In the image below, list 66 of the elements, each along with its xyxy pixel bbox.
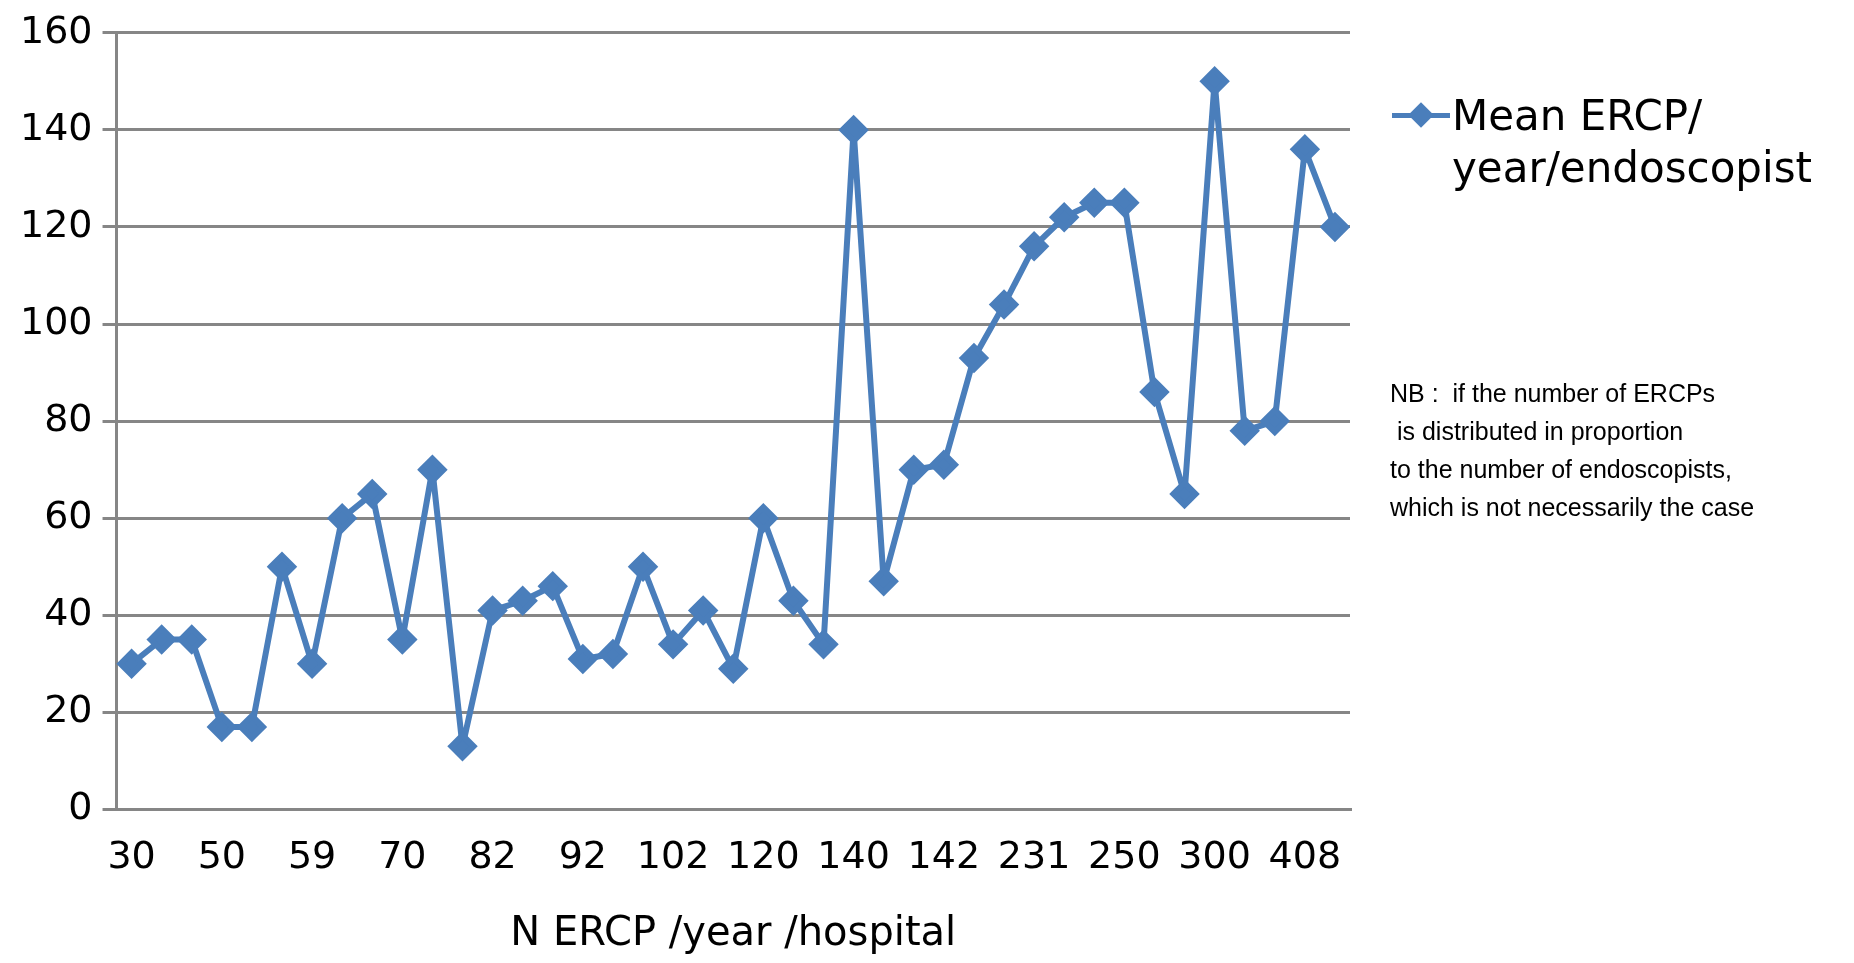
x-tick-label: 120 xyxy=(727,833,800,878)
point xyxy=(328,504,357,533)
point xyxy=(869,567,898,596)
point xyxy=(749,504,778,533)
point xyxy=(1230,416,1259,445)
point xyxy=(237,712,266,741)
point xyxy=(207,712,236,741)
x-tick-label: 231 xyxy=(997,833,1071,878)
point xyxy=(177,625,206,654)
point xyxy=(689,596,718,625)
x-tick-label: 408 xyxy=(1268,833,1342,878)
point xyxy=(568,644,597,673)
point xyxy=(839,115,868,144)
x-tick-label: 102 xyxy=(636,833,710,878)
point xyxy=(1290,135,1319,164)
point xyxy=(629,552,658,581)
x-tick-label: 92 xyxy=(558,833,608,878)
y-tick-label: 0 xyxy=(68,784,93,829)
point xyxy=(990,290,1019,319)
x-tick-label: 82 xyxy=(468,833,517,878)
point xyxy=(1320,212,1349,241)
point xyxy=(147,625,176,654)
point xyxy=(1050,203,1079,232)
point xyxy=(598,640,627,669)
point xyxy=(779,586,808,615)
point xyxy=(117,649,146,678)
point xyxy=(478,596,507,625)
y-tick-label: 60 xyxy=(44,493,93,538)
y-tick-label: 20 xyxy=(44,687,93,732)
x-tick-label: 300 xyxy=(1178,833,1251,878)
point xyxy=(719,654,748,683)
point xyxy=(1110,188,1139,217)
x-tick-label: 30 xyxy=(107,833,156,878)
point xyxy=(899,455,928,484)
point xyxy=(538,572,567,601)
x-tick-label: 142 xyxy=(907,833,981,878)
point xyxy=(929,450,958,479)
point xyxy=(1020,232,1049,261)
y-tick-label: 80 xyxy=(44,395,93,440)
point xyxy=(358,479,387,508)
x-tick-label: 70 xyxy=(378,833,427,878)
point xyxy=(959,344,988,372)
point xyxy=(1140,377,1169,406)
point xyxy=(1170,479,1199,508)
point xyxy=(809,630,838,659)
point xyxy=(1200,67,1229,96)
x-tick-label: 140 xyxy=(817,833,890,878)
point xyxy=(1260,407,1289,436)
y-tick-label: 100 xyxy=(20,298,93,343)
point xyxy=(659,630,688,659)
point xyxy=(268,552,296,581)
y-tick-label: 120 xyxy=(20,201,93,246)
point xyxy=(1080,188,1109,217)
y-tick-label: 40 xyxy=(44,590,93,635)
y-tick-label: 160 xyxy=(20,7,93,52)
point xyxy=(418,455,447,484)
x-tick-label: 50 xyxy=(197,833,247,878)
x-axis-title: N ERCP /year /hospital xyxy=(510,908,957,955)
text: NB : if the number of ERCPs is distributed in proportion to the number of endoscopists, which is not necessarily the case xyxy=(1390,378,1756,523)
x-tick-label: 250 xyxy=(1088,833,1161,878)
x-tick-label: 59 xyxy=(287,833,337,878)
point xyxy=(298,649,327,678)
point xyxy=(448,732,477,761)
y-tick-label: 140 xyxy=(20,104,93,149)
point xyxy=(508,586,537,615)
legend-label: Mean ERCP/ year/endoscopist xyxy=(1452,90,1813,194)
